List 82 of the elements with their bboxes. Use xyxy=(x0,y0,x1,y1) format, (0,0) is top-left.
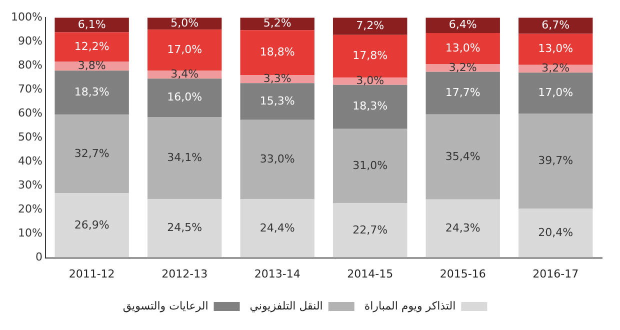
data-label: 18,8% xyxy=(260,46,295,59)
bar xyxy=(240,120,314,200)
data-label: 24,4% xyxy=(260,221,295,234)
x-tick-label: 2012-13 xyxy=(162,267,208,280)
y-tick-label: 100% xyxy=(10,10,42,24)
bar xyxy=(518,113,593,209)
bar xyxy=(54,18,129,32)
bar xyxy=(54,70,129,115)
legend-label: الرعايات والتسويق xyxy=(122,299,208,312)
bar xyxy=(333,84,408,129)
data-label: 6,7% xyxy=(542,18,570,32)
data-label: 17,0% xyxy=(167,42,202,56)
bar xyxy=(426,64,500,72)
data-label: 3,0% xyxy=(356,74,384,88)
data-label: 26,9% xyxy=(74,218,110,232)
y-tick-label: 20% xyxy=(18,202,42,216)
bar xyxy=(54,114,129,194)
y-tick-label: 90% xyxy=(18,34,42,48)
data-label: 3,2% xyxy=(448,60,477,74)
y-tick-label: 10% xyxy=(18,226,42,240)
legend-label: التذاكر ويوم المباراة xyxy=(364,299,456,312)
data-label: 31,0% xyxy=(352,158,388,172)
bar xyxy=(518,208,593,258)
bar xyxy=(54,32,129,62)
data-label: 5,0% xyxy=(170,16,199,30)
data-label: 15,3% xyxy=(260,94,295,108)
data-label: 12,2% xyxy=(74,40,110,53)
bar xyxy=(426,114,500,200)
data-label: 16,0% xyxy=(167,90,202,104)
data-label: 7,2% xyxy=(356,19,384,32)
bar xyxy=(240,83,314,120)
y-tick-label: 40% xyxy=(18,154,42,168)
bar xyxy=(240,30,314,76)
data-label: 3,4% xyxy=(170,67,199,80)
data-label: 34,1% xyxy=(167,150,202,164)
x-tick-label: 2013-14 xyxy=(254,267,300,280)
bar xyxy=(147,198,222,258)
data-label: 18,3% xyxy=(352,100,388,113)
data-label: 3,3% xyxy=(263,72,292,86)
data-label: 18,3% xyxy=(74,86,110,99)
bar xyxy=(333,128,408,204)
data-label: 6,1% xyxy=(78,18,106,31)
bar xyxy=(147,117,222,199)
data-label: 20,4% xyxy=(538,226,574,240)
bar xyxy=(240,199,314,258)
y-tick-label: 70% xyxy=(18,82,42,96)
data-label: 24,5% xyxy=(167,221,202,234)
data-label: 13,0% xyxy=(538,42,574,56)
bar xyxy=(333,203,408,258)
data-label: 35,4% xyxy=(445,150,480,163)
data-label: 17,8% xyxy=(352,49,388,62)
data-label: 39,7% xyxy=(538,154,574,167)
x-tick-label: 2016-17 xyxy=(532,267,579,280)
x-tick-label: 2011-12 xyxy=(68,267,115,280)
bar xyxy=(54,193,129,258)
data-label: 24,3% xyxy=(445,221,480,234)
data-label: 5,2% xyxy=(263,16,292,30)
data-label: 32,7% xyxy=(74,146,110,160)
data-label: 3,8% xyxy=(78,58,106,72)
bar xyxy=(426,199,500,258)
data-label: 3,2% xyxy=(542,62,570,75)
bar xyxy=(518,72,593,114)
bar xyxy=(426,72,500,114)
y-tick-label: 60% xyxy=(18,106,42,120)
legend-label: النقل التلفزيوني xyxy=(250,299,323,312)
y-tick-label: 0 xyxy=(35,250,42,264)
data-label: 17,7% xyxy=(445,86,480,99)
x-tick-label: 2014-15 xyxy=(347,267,394,280)
bar xyxy=(426,32,500,64)
y-tick-label: 80% xyxy=(18,58,42,72)
x-tick-label: 2015-16 xyxy=(440,267,486,280)
bar xyxy=(518,34,593,65)
y-tick-label: 30% xyxy=(18,178,42,192)
data-label: 6,4% xyxy=(448,18,477,32)
y-tick-label: 50% xyxy=(18,130,42,144)
bar xyxy=(147,30,222,70)
bar xyxy=(147,78,222,118)
data-label: 33,0% xyxy=(260,152,295,166)
data-label: 22,7% xyxy=(352,223,388,236)
data-label: 13,0% xyxy=(445,41,480,54)
bar xyxy=(333,18,408,35)
data-label: 17,0% xyxy=(538,86,574,99)
